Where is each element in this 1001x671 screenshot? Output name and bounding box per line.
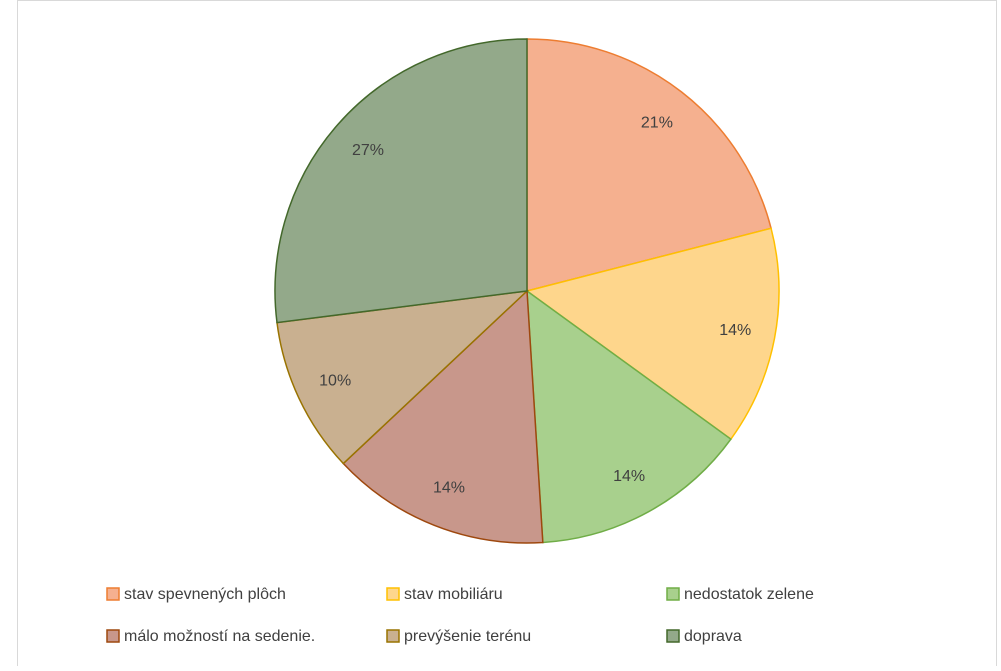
- data-label: 14%: [719, 322, 751, 339]
- legend-label: málo možností na sedenie.: [124, 628, 315, 645]
- data-label: 21%: [641, 115, 673, 132]
- legend-swatch: [386, 587, 400, 601]
- legend-label: doprava: [684, 628, 742, 645]
- data-label: 14%: [433, 479, 465, 496]
- legend-swatch: [386, 629, 400, 643]
- pie-slice: [526, 38, 772, 292]
- pie-slice: [526, 289, 732, 544]
- legend-swatch: [106, 629, 120, 643]
- pie-slice: [274, 38, 528, 324]
- pie-slice: [276, 289, 530, 465]
- legend-swatch: [666, 587, 680, 601]
- data-label: 10%: [319, 372, 351, 389]
- pie-slice: [525, 227, 780, 441]
- pie-slice: [342, 289, 544, 544]
- data-label: 27%: [352, 142, 384, 159]
- legend-swatch: [106, 587, 120, 601]
- legend-label: nedostatok zelene: [684, 586, 814, 603]
- data-label: 14%: [613, 468, 645, 485]
- legend-label: prevýšenie terénu: [404, 628, 531, 645]
- legend-label: stav mobiliáru: [404, 586, 503, 603]
- legend-label: stav spevnených plôch: [124, 586, 286, 603]
- legend-swatch: [666, 629, 680, 643]
